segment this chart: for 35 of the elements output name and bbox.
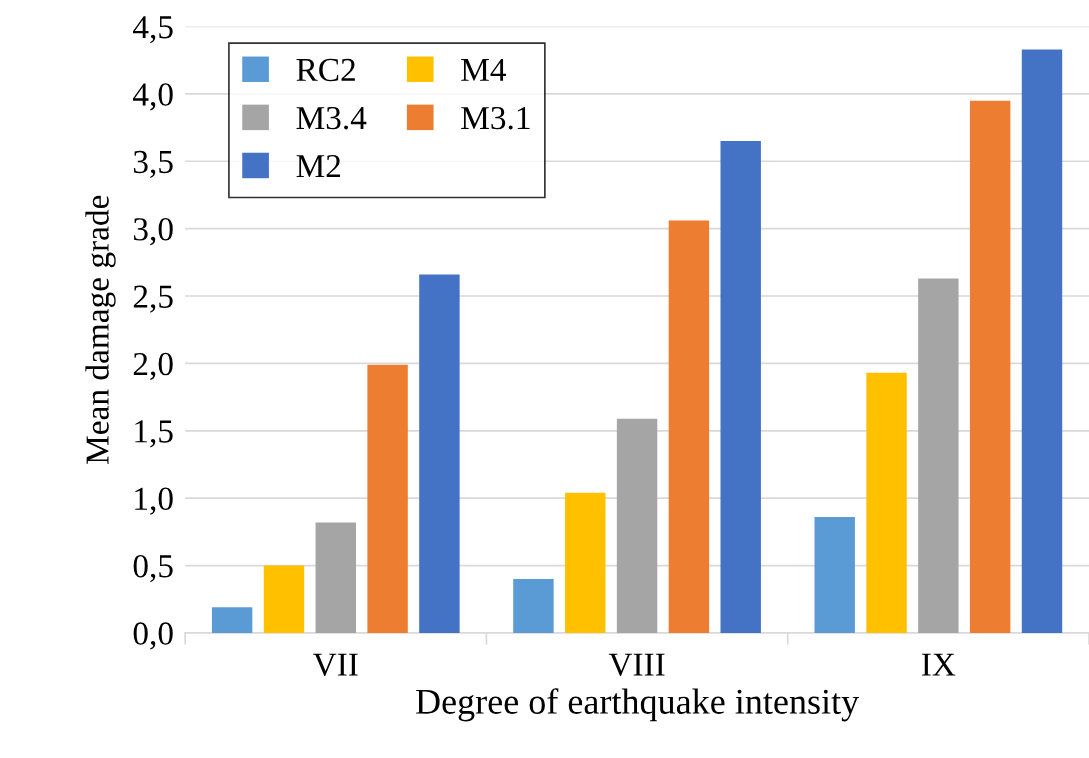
bar [918,278,959,633]
bar [367,364,408,633]
y-tick-label: 0,5 [133,554,173,583]
y-tick-label: 4,5 [133,16,173,44]
bar [513,579,554,633]
x-tick-label: IX [921,653,956,676]
bar [969,100,1011,633]
bar [866,372,907,633]
y-tick-label: 1,5 [135,420,173,448]
legend-label: M4 [461,58,506,81]
x-tick-label: VIII [608,653,665,677]
x-tick-label: VII [313,653,358,677]
legend-label: M2 [296,154,341,178]
y-axis-title: Mean damage grade [85,195,116,464]
bar [211,607,253,633]
x-axis-title: Degree of earthquake intensity [416,688,860,722]
bar [315,522,356,633]
bar [263,565,305,633]
legend-label: M3.4 [296,106,367,130]
bar [616,418,658,633]
y-tick-label: 0,0 [133,622,173,650]
y-tick-label: 2,5 [133,285,173,313]
bar [1021,49,1063,633]
bar [720,141,761,633]
legend-label: RC2 [296,58,355,82]
y-tick-label: 3,5 [133,150,173,178]
y-tick-label: 1,0 [135,487,173,515]
bar [565,492,606,633]
legend-label: M3.1 [461,106,530,130]
y-tick-label: 2,0 [133,352,173,381]
y-tick-label: 4,0 [133,83,173,111]
y-tick-label: 3,0 [133,218,173,246]
bar [814,517,855,633]
bar [668,220,710,633]
bar [419,274,460,633]
